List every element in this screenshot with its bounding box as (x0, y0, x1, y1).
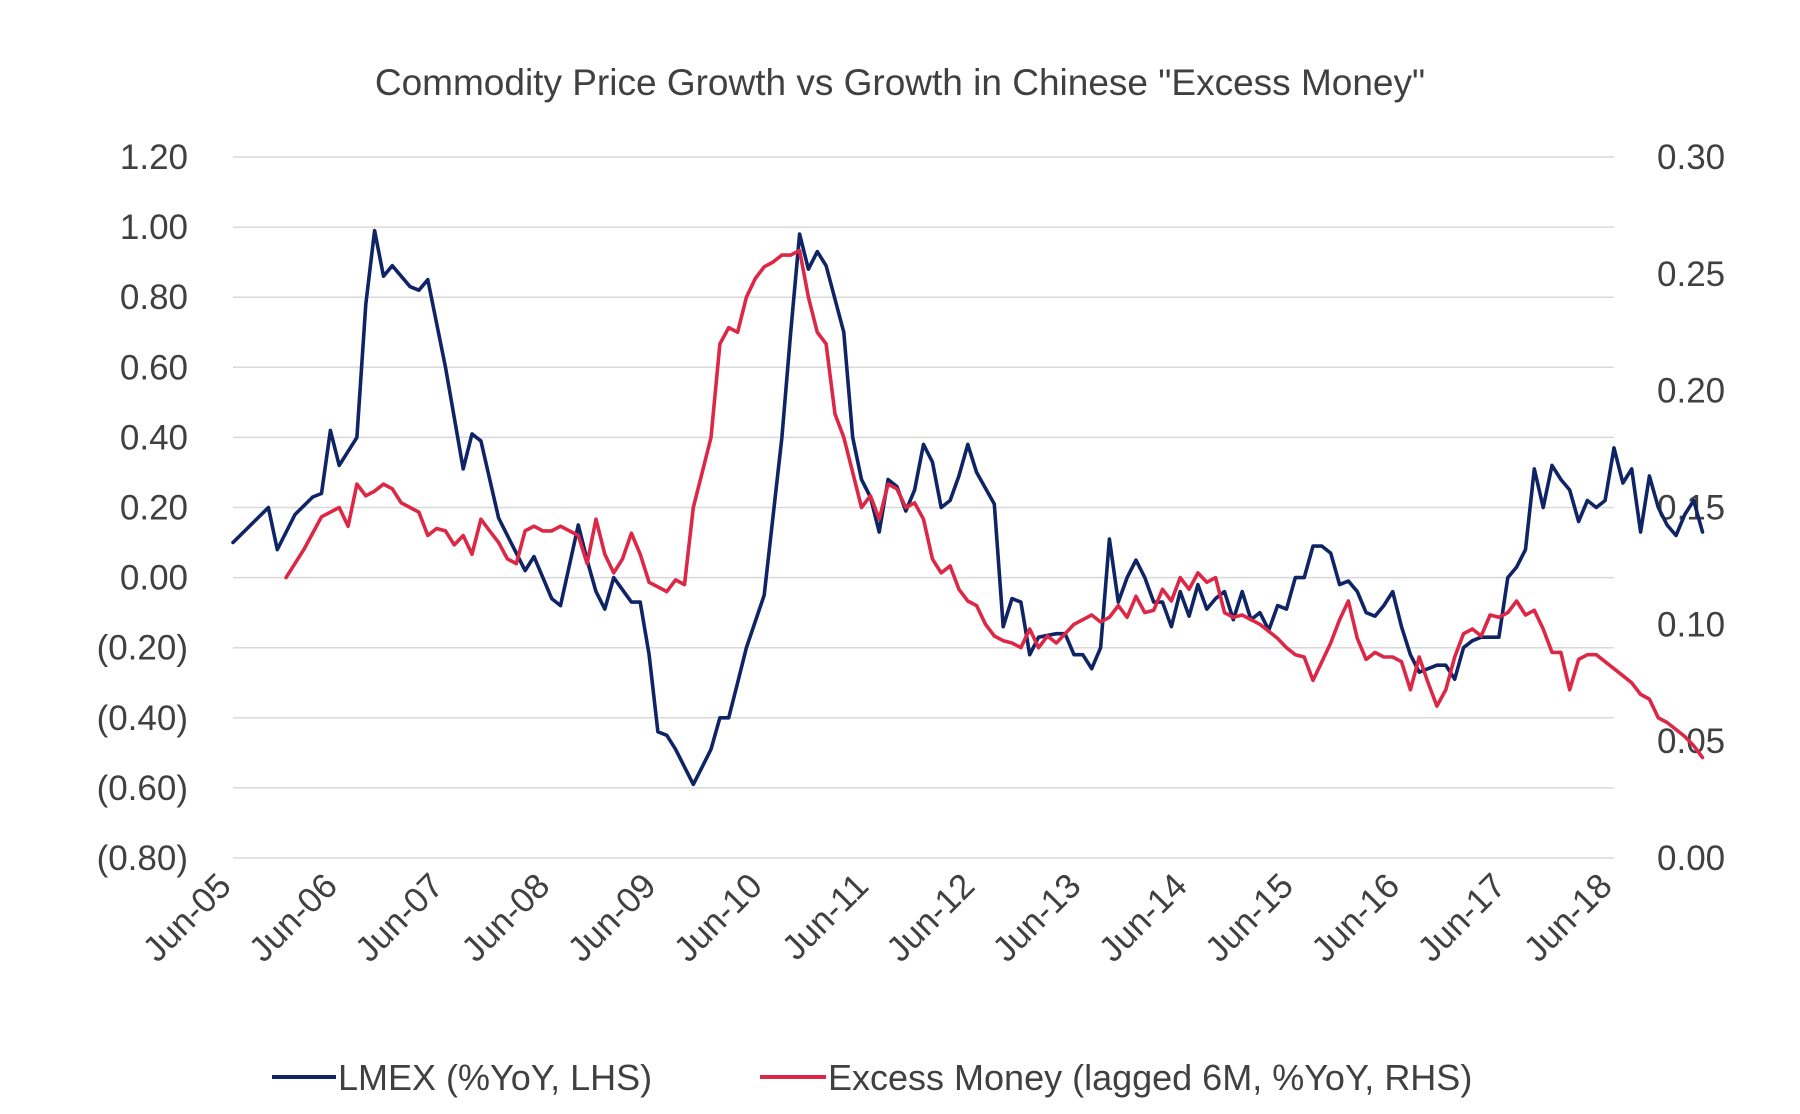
right-y-tick-label: 0.00 (1657, 839, 1725, 878)
x-tick-label: Jun-09 (560, 866, 663, 969)
left-y-tick-label: (0.60) (97, 769, 188, 808)
x-tick-label: Jun-18 (1516, 866, 1619, 969)
x-tick-label: Jun-06 (242, 866, 345, 969)
left-y-tick-label: (0.20) (97, 629, 188, 668)
x-tick-label: Jun-17 (1410, 866, 1513, 969)
left-y-tick-label: (0.80) (97, 839, 188, 878)
x-tick-label: Jun-15 (1198, 866, 1301, 969)
series-line-lmex (231, 228, 1705, 787)
x-tick-label: Jun-12 (879, 866, 982, 969)
legend: LMEX (%YoY, LHS) Excess Money (lagged 6M… (272, 1057, 1472, 1098)
legend-label-lmex: LMEX (%YoY, LHS) (338, 1057, 652, 1098)
x-tick-label: Jun-05 (135, 866, 238, 969)
left-y-tick-label: 1.20 (120, 138, 188, 177)
left-y-tick-label: 0.20 (120, 489, 188, 528)
x-axis: Jun-05 Jun-06 Jun-07 Jun-08 Jun-09 Jun-10 Jun-… (135, 866, 1619, 969)
left-y-tick-label: 0.60 (120, 348, 188, 387)
legend-label-excess-money: Excess Money (lagged 6M, %YoY, RHS) (828, 1057, 1472, 1098)
left-y-axis: 1.20 1.00 0.80 0.60 0.40 0.20 0.00 (0.20) (0.40)… (97, 138, 188, 878)
left-y-tick-label: 0.00 (120, 559, 188, 598)
left-y-tick-label: 0.40 (120, 418, 188, 457)
left-y-tick-label: 1.00 (120, 208, 188, 247)
x-tick-label: Jun-10 (667, 866, 770, 969)
x-tick-label: Jun-08 (454, 866, 557, 969)
right-y-tick-label: 0.10 (1657, 605, 1725, 644)
gridlines (233, 156, 1614, 859)
x-tick-label: Jun-13 (985, 866, 1088, 969)
right-y-tick-label: 0.30 (1657, 138, 1725, 177)
left-y-tick-label: (0.40) (97, 699, 188, 738)
x-tick-label: Jun-07 (348, 866, 451, 969)
x-tick-label: Jun-14 (1091, 866, 1194, 969)
series-line-excess-money (284, 248, 1705, 760)
right-y-tick-label: 0.20 (1657, 372, 1725, 411)
series-lines (231, 228, 1705, 787)
right-y-axis: 0.300.250.200.150.100.050.00 (1657, 138, 1725, 878)
chart-title: Commodity Price Growth vs Growth in Chin… (375, 62, 1425, 103)
x-tick-label: Jun-16 (1304, 866, 1407, 969)
x-tick-label: Jun-11 (775, 866, 876, 967)
right-y-tick-label: 0.25 (1657, 255, 1725, 294)
left-y-tick-label: 0.80 (120, 278, 188, 317)
